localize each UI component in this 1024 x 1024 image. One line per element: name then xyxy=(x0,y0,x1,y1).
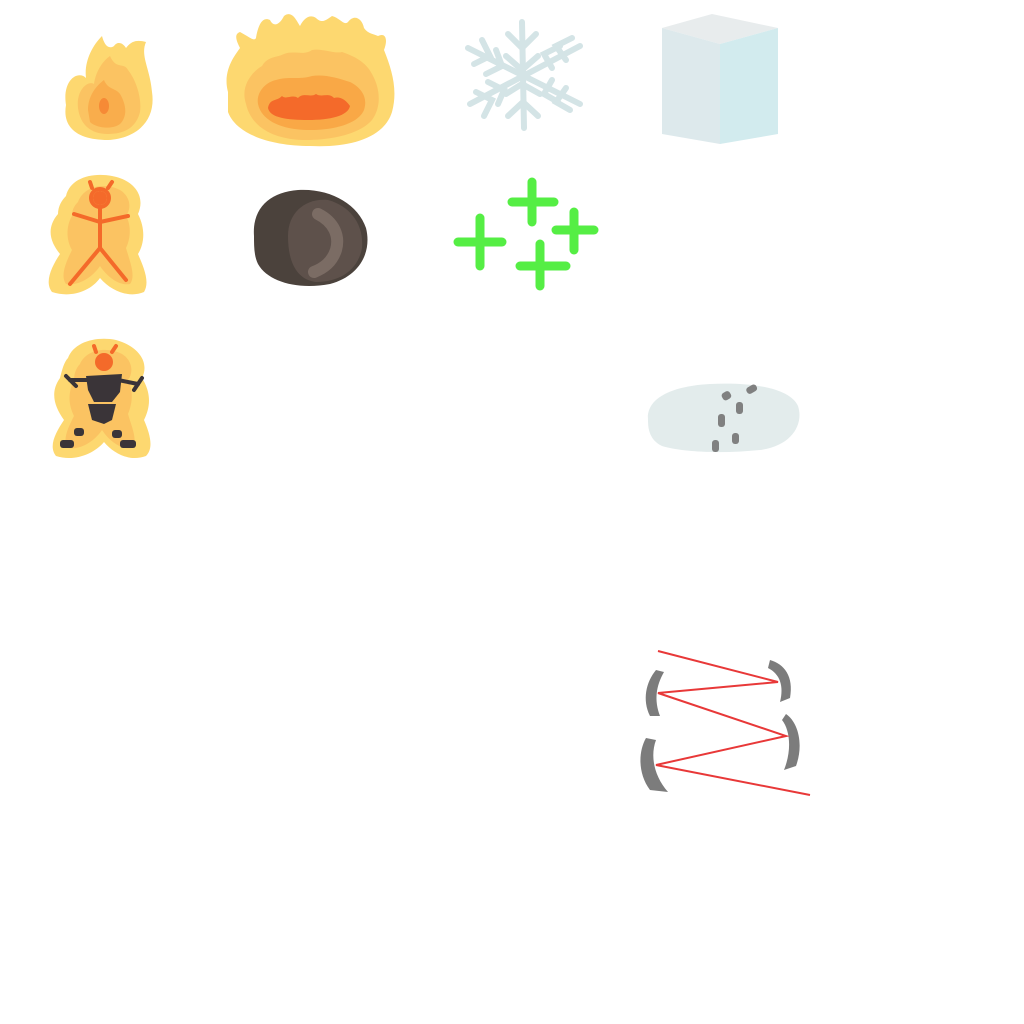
heal-sparkle-icon xyxy=(453,177,599,291)
footprints-icon xyxy=(647,383,800,453)
burning-figure-icon xyxy=(48,174,147,295)
snowflake-icon xyxy=(465,19,583,131)
large-fire-icon xyxy=(226,14,395,147)
rock-icon xyxy=(253,189,368,286)
ice-cube-icon xyxy=(662,14,778,144)
small-flame-icon xyxy=(65,36,153,140)
burning-warrior-icon xyxy=(52,338,151,459)
laser-mirrors-icon xyxy=(640,650,811,796)
